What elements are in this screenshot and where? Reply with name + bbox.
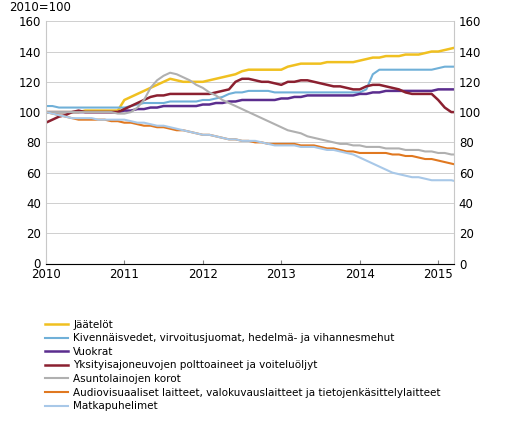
Yksityisajoneuvojen polttoaineet ja voiteluöljyt bbox=[467, 110, 473, 115]
Line: Audiovisuaaliset laitteet, valokuvauslaitteet ja tietojenkäsittelylaitteet: Audiovisuaaliset laitteet, valokuvauslai… bbox=[46, 112, 470, 168]
Vuokrat bbox=[173, 104, 179, 109]
Matkapuhelimet bbox=[225, 137, 232, 142]
Kivennäisvedet, virvoitusjuomat, hedelmä- ja vihannesmehut bbox=[43, 104, 49, 109]
Legend: Jäätelöt, Kivennäisvedet, virvoitusjuomat, hedelmä- ja vihannesmehut, Vuokrat, Y: Jäätelöt, Kivennäisvedet, virvoitusjuoma… bbox=[41, 315, 444, 416]
Audiovisuaaliset laitteet, valokuvauslaitteet ja tietojenkäsittelylaitteet bbox=[434, 158, 440, 163]
Jäätelöt bbox=[147, 85, 153, 91]
Vuokrat bbox=[75, 110, 81, 115]
Jäätelöt bbox=[454, 45, 460, 50]
Asuntolainojen korot bbox=[467, 155, 473, 160]
Jäätelöt bbox=[467, 45, 473, 50]
Audiovisuaaliset laitteet, valokuvauslaitteet ja tietojenkäsittelylaitteet bbox=[147, 123, 153, 128]
Line: Jäätelöt: Jäätelöt bbox=[46, 47, 470, 112]
Matkapuhelimet bbox=[376, 164, 382, 169]
Audiovisuaaliset laitteet, valokuvauslaitteet ja tietojenkäsittelylaitteet bbox=[173, 128, 179, 133]
Line: Matkapuhelimet: Matkapuhelimet bbox=[46, 112, 470, 182]
Asuntolainojen korot bbox=[75, 110, 81, 115]
Asuntolainojen korot bbox=[180, 75, 186, 80]
Asuntolainojen korot bbox=[43, 110, 49, 115]
Audiovisuaaliset laitteet, valokuvauslaitteet ja tietojenkäsittelylaitteet bbox=[225, 137, 232, 142]
Yksityisajoneuvojen polttoaineet ja voiteluöljyt bbox=[239, 76, 245, 81]
Asuntolainojen korot bbox=[382, 146, 388, 151]
Audiovisuaaliset laitteet, valokuvauslaitteet ja tietojenkäsittelylaitteet bbox=[376, 150, 382, 156]
Yksityisajoneuvojen polttoaineet ja voiteluöljyt bbox=[225, 87, 232, 92]
Line: Yksityisajoneuvojen polttoaineet ja voiteluöljyt: Yksityisajoneuvojen polttoaineet ja voit… bbox=[46, 79, 470, 123]
Jäätelöt bbox=[173, 78, 179, 83]
Matkapuhelimet bbox=[434, 178, 440, 183]
Yksityisajoneuvojen polttoaineet ja voiteluöljyt bbox=[173, 91, 179, 96]
Vuokrat bbox=[43, 110, 49, 115]
Kivennäisvedet, virvoitusjuomat, hedelmä- ja vihannesmehut bbox=[232, 90, 238, 95]
Vuokrat bbox=[434, 87, 440, 92]
Kivennäisvedet, virvoitusjuomat, hedelmä- ja vihannesmehut bbox=[382, 67, 388, 72]
Matkapuhelimet bbox=[454, 179, 460, 184]
Asuntolainojen korot bbox=[232, 104, 238, 109]
Vuokrat bbox=[147, 105, 153, 110]
Vuokrat bbox=[467, 87, 473, 92]
Jäätelöt bbox=[376, 55, 382, 60]
Yksityisajoneuvojen polttoaineet ja voiteluöljyt bbox=[147, 94, 153, 99]
Kivennäisvedet, virvoitusjuomat, hedelmä- ja vihannesmehut bbox=[154, 100, 160, 105]
Yksityisajoneuvojen polttoaineet ja voiteluöljyt bbox=[441, 105, 447, 110]
Text: 2010=100: 2010=100 bbox=[9, 1, 71, 14]
Kivennäisvedet, virvoitusjuomat, hedelmä- ja vihannesmehut bbox=[82, 105, 88, 110]
Asuntolainojen korot bbox=[147, 85, 153, 91]
Jäätelöt bbox=[43, 110, 49, 115]
Kivennäisvedet, virvoitusjuomat, hedelmä- ja vihannesmehut bbox=[239, 90, 245, 95]
Matkapuhelimet bbox=[75, 116, 81, 121]
Asuntolainojen korot bbox=[167, 70, 173, 75]
Matkapuhelimet bbox=[467, 179, 473, 184]
Kivennäisvedet, virvoitusjuomat, hedelmä- ja vihannesmehut bbox=[56, 105, 62, 110]
Vuokrat bbox=[225, 99, 232, 104]
Kivennäisvedet, virvoitusjuomat, hedelmä- ja vihannesmehut bbox=[441, 64, 447, 69]
Audiovisuaaliset laitteet, valokuvauslaitteet ja tietojenkäsittelylaitteet bbox=[467, 166, 473, 171]
Matkapuhelimet bbox=[147, 122, 153, 127]
Kivennäisvedet, virvoitusjuomat, hedelmä- ja vihannesmehut bbox=[180, 99, 186, 104]
Matkapuhelimet bbox=[173, 126, 179, 131]
Line: Asuntolainojen korot: Asuntolainojen korot bbox=[46, 73, 470, 158]
Yksityisajoneuvojen polttoaineet ja voiteluöljyt bbox=[43, 120, 49, 125]
Jäätelöt bbox=[434, 49, 440, 54]
Line: Kivennäisvedet, virvoitusjuomat, hedelmä- ja vihannesmehut: Kivennäisvedet, virvoitusjuomat, hedelmä… bbox=[46, 67, 470, 108]
Vuokrat bbox=[441, 87, 447, 92]
Jäätelöt bbox=[225, 73, 232, 78]
Audiovisuaaliset laitteet, valokuvauslaitteet ja tietojenkäsittelylaitteet bbox=[108, 119, 114, 124]
Matkapuhelimet bbox=[43, 110, 49, 115]
Kivennäisvedet, virvoitusjuomat, hedelmä- ja vihannesmehut bbox=[467, 64, 473, 69]
Yksityisajoneuvojen polttoaineet ja voiteluöljyt bbox=[382, 84, 388, 89]
Yksityisajoneuvojen polttoaineet ja voiteluöljyt bbox=[75, 108, 81, 113]
Line: Vuokrat: Vuokrat bbox=[46, 89, 470, 112]
Vuokrat bbox=[376, 90, 382, 95]
Jäätelöt bbox=[75, 110, 81, 115]
Asuntolainojen korot bbox=[441, 150, 447, 156]
Audiovisuaaliset laitteet, valokuvauslaitteet ja tietojenkäsittelylaitteet bbox=[43, 110, 49, 115]
